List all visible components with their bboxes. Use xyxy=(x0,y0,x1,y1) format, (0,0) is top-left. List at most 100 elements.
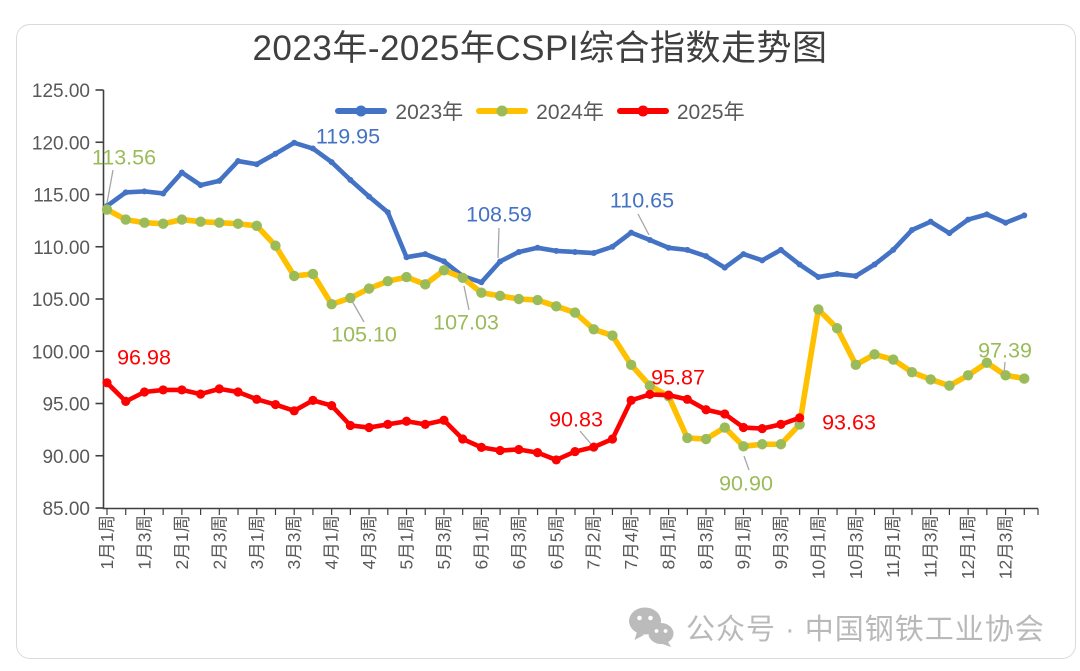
data-point-marker xyxy=(645,389,655,400)
x-axis-label: 1月3周 xyxy=(134,515,154,569)
y-axis-label: 105.00 xyxy=(32,290,90,311)
data-point-marker xyxy=(532,448,543,458)
legend-label: 2023年 xyxy=(395,101,464,124)
data-point-marker xyxy=(665,244,672,251)
data-point-marker xyxy=(403,254,410,261)
data-point-marker xyxy=(775,439,787,450)
data-point-marker xyxy=(831,323,843,334)
x-axis-label: 3月1周 xyxy=(247,515,267,569)
data-point-marker xyxy=(272,150,279,157)
x-axis-label: 4月3周 xyxy=(359,515,379,569)
annotation-90.83: 90.83 xyxy=(549,408,603,432)
x-axis-label: 5月3周 xyxy=(434,515,454,569)
data-point-marker xyxy=(815,274,822,281)
annotation-110.65: 110.65 xyxy=(610,189,674,213)
data-point-marker xyxy=(102,378,112,388)
data-point-marker xyxy=(253,161,260,168)
data-point-marker xyxy=(551,301,562,312)
y-axis-label: 120.00 xyxy=(32,133,90,154)
data-point-marker xyxy=(1002,219,1009,226)
data-point-marker xyxy=(327,400,337,411)
series-2024年 xyxy=(101,204,1030,452)
data-point-marker xyxy=(270,240,281,251)
data-point-marker xyxy=(345,292,356,304)
data-point-marker xyxy=(740,251,747,258)
data-point-marker xyxy=(440,258,447,265)
data-point-marker xyxy=(589,442,599,452)
annotation-95.87: 95.87 xyxy=(651,366,705,390)
data-point-marker xyxy=(925,374,936,385)
annotation-leader-line xyxy=(106,169,114,204)
data-point-marker xyxy=(684,246,691,253)
data-point-marker xyxy=(626,395,636,405)
legend-item-2025年: 2025年 xyxy=(616,96,745,126)
data-point-marker xyxy=(384,209,391,216)
data-point-marker xyxy=(981,357,993,368)
data-point-marker xyxy=(196,389,206,399)
data-point-marker xyxy=(719,422,730,433)
annotation-leader-line xyxy=(637,213,650,236)
data-point-marker xyxy=(701,405,711,415)
x-axis-label: 3月3周 xyxy=(284,515,304,569)
annotation-97.39: 97.39 xyxy=(978,339,1032,363)
data-point-marker xyxy=(328,159,335,166)
data-point-marker xyxy=(590,250,597,257)
watermark: 公众号 · 中国钢铁工业协会 xyxy=(628,603,1045,651)
data-point-marker xyxy=(607,330,618,341)
data-point-marker xyxy=(232,218,244,229)
data-point-marker xyxy=(457,272,468,283)
data-point-marker xyxy=(383,419,393,429)
data-point-marker xyxy=(309,145,316,152)
data-point-marker xyxy=(289,406,299,416)
data-point-marker xyxy=(121,396,131,407)
data-point-marker xyxy=(513,293,525,305)
x-axis-label: 4月1周 xyxy=(322,515,342,569)
data-point-marker xyxy=(420,419,430,429)
annotation-93.63: 93.63 xyxy=(822,411,876,435)
data-point-marker xyxy=(514,444,524,455)
data-point-marker xyxy=(366,193,373,200)
data-point-marker xyxy=(850,359,861,371)
data-point-marker xyxy=(607,434,618,444)
data-point-marker xyxy=(962,370,974,381)
data-point-marker xyxy=(628,229,635,236)
data-point-marker xyxy=(946,230,953,237)
x-axis-label: 1月1周 xyxy=(97,515,117,569)
data-point-marker xyxy=(777,246,784,253)
data-point-marker xyxy=(588,324,599,335)
x-axis-label: 11月1周 xyxy=(883,515,903,578)
data-point-marker xyxy=(890,246,897,253)
data-point-marker xyxy=(401,271,412,283)
legend-item-2024年: 2024年 xyxy=(476,96,604,126)
data-point-marker xyxy=(422,251,429,258)
annotation-leader-line xyxy=(351,300,365,323)
data-point-marker xyxy=(122,189,129,196)
data-point-marker xyxy=(495,445,505,456)
data-point-marker xyxy=(197,182,204,189)
data-point-marker xyxy=(776,419,786,429)
data-point-marker xyxy=(101,204,113,215)
data-point-marker xyxy=(738,441,749,452)
data-point-marker xyxy=(476,287,487,298)
data-point-marker xyxy=(834,270,841,277)
data-point-marker xyxy=(569,307,581,318)
data-point-marker xyxy=(888,354,899,365)
data-point-marker xyxy=(700,433,712,445)
x-axis-label: 11月3周 xyxy=(921,515,941,578)
legend-line-sample xyxy=(616,105,669,117)
data-point-marker xyxy=(551,455,561,465)
annotation-leader-line xyxy=(497,227,500,259)
data-point-marker xyxy=(1000,370,1011,381)
legend-label: 2025年 xyxy=(676,101,745,124)
legend-marker-sample xyxy=(355,105,367,117)
legend-marker-sample xyxy=(496,105,508,117)
x-axis-label: 10月3周 xyxy=(846,515,866,579)
data-point-marker xyxy=(439,415,449,425)
annotation-leader-line xyxy=(579,430,592,445)
data-point-marker xyxy=(908,227,915,234)
data-point-marker xyxy=(757,439,768,450)
data-point-marker xyxy=(497,258,504,265)
series-line-2023年 xyxy=(104,140,1027,285)
data-point-marker xyxy=(270,399,281,410)
